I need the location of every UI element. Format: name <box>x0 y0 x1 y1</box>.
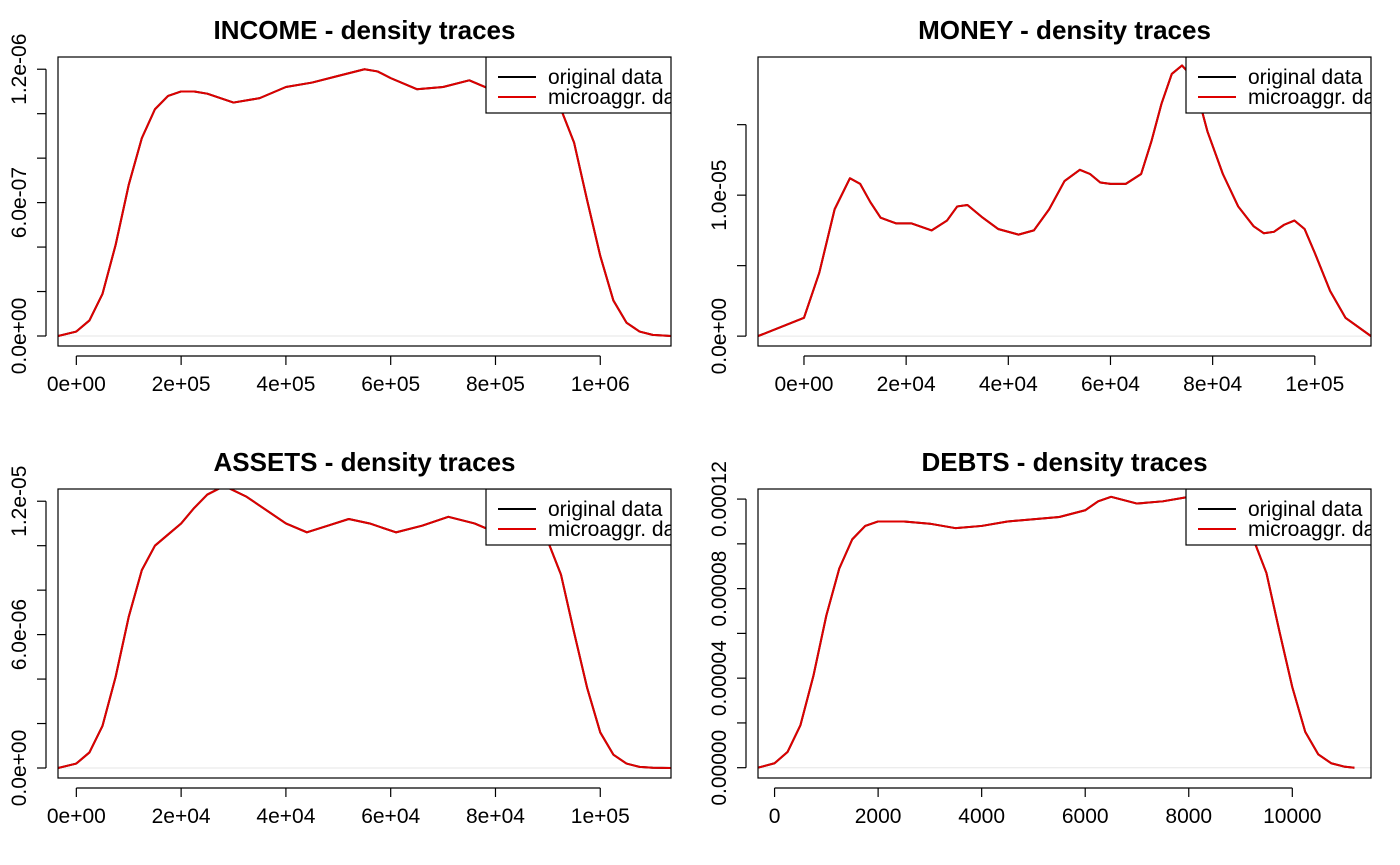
x-tick-label: 4000 <box>958 805 1005 828</box>
y-tick-label: 1.2e-05 <box>8 466 31 537</box>
legend-box <box>1185 489 1371 546</box>
x-tick-label: 0 <box>769 805 781 828</box>
chart-panel-4: DEBTS - density traces original datamicro… <box>708 447 1393 828</box>
x-tick-label: 8000 <box>1165 805 1212 828</box>
plot-frame <box>57 56 672 347</box>
legend-label: microaggr. data <box>548 518 693 541</box>
chart-title: INCOME - density traces <box>214 15 516 45</box>
x-tick-label: 0e+00 <box>47 373 106 396</box>
x-tick-label: 6000 <box>1062 805 1109 828</box>
x-tick-label: 8e+04 <box>1183 373 1242 396</box>
x-tick-label: 6e+05 <box>361 373 420 396</box>
y-tick-label: 1.2e-06 <box>8 34 31 105</box>
y-tick-label: 0.0e+00 <box>8 730 31 807</box>
series-line-microaggr-data <box>58 68 671 337</box>
legend-box <box>485 57 671 114</box>
x-tick-label: 2e+04 <box>877 373 936 396</box>
y-tick-label: 6.0e-06 <box>8 599 31 670</box>
y-tick-label: 0.0e+00 <box>8 298 31 375</box>
x-tick-label: 0e+00 <box>47 805 106 828</box>
legend-label: original data <box>1248 66 1363 89</box>
chart-panel-1: INCOME - density traces original datamicr… <box>8 15 693 396</box>
y-tick-label: 0.00000 <box>708 730 731 806</box>
x-tick-label: 4e+04 <box>256 805 315 828</box>
x-tick-label: 1e+06 <box>571 373 630 396</box>
x-tick-label: 2e+05 <box>152 373 211 396</box>
legend-box <box>485 489 671 546</box>
plot-frame <box>57 488 672 779</box>
chart-panel-2: MONEY - density traces original datamicro… <box>708 15 1393 396</box>
y-tick-label: 0.00004 <box>708 640 731 716</box>
legend-label: original data <box>1248 498 1363 521</box>
y-tick-label: 1.0e-05 <box>708 160 731 231</box>
legend-label: microaggr. data <box>1248 518 1393 541</box>
x-tick-label: 1e+05 <box>571 805 630 828</box>
chart-panel-3: ASSETS - density traces original datamicr… <box>8 447 693 828</box>
plot-frame <box>757 56 1372 347</box>
chart-title: MONEY - density traces <box>918 15 1211 45</box>
x-tick-label: 2000 <box>855 805 902 828</box>
x-tick-label: 6e+04 <box>1081 373 1140 396</box>
y-tick-label: 0.00008 <box>708 551 731 627</box>
series-line-microaggr-data <box>758 495 1355 769</box>
x-tick-label: 4e+04 <box>979 373 1038 396</box>
legend-label: original data <box>548 66 663 89</box>
chart-title: ASSETS - density traces <box>214 447 516 477</box>
x-tick-label: 1e+05 <box>1285 373 1344 396</box>
y-tick-label: 0.0e+00 <box>708 298 731 375</box>
series-line-microaggr-data <box>58 489 671 769</box>
x-tick-label: 8e+04 <box>466 805 525 828</box>
legend-label: microaggr. data <box>1248 86 1393 109</box>
legend-label: microaggr. data <box>548 86 693 109</box>
plot-frame <box>757 488 1372 779</box>
x-tick-label: 8e+05 <box>466 373 525 396</box>
x-tick-label: 4e+05 <box>256 373 315 396</box>
x-tick-label: 2e+04 <box>152 805 211 828</box>
x-tick-label: 6e+04 <box>361 805 420 828</box>
legend-label: original data <box>548 498 663 521</box>
y-tick-label: 6.0e-07 <box>8 167 31 238</box>
x-tick-label: 10000 <box>1263 805 1321 828</box>
y-tick-label: 0.00012 <box>708 461 731 537</box>
chart-title: DEBTS - density traces <box>921 447 1207 477</box>
legend-box <box>1185 57 1371 114</box>
series-line-microaggr-data <box>758 64 1371 338</box>
x-tick-label: 0e+00 <box>774 373 833 396</box>
